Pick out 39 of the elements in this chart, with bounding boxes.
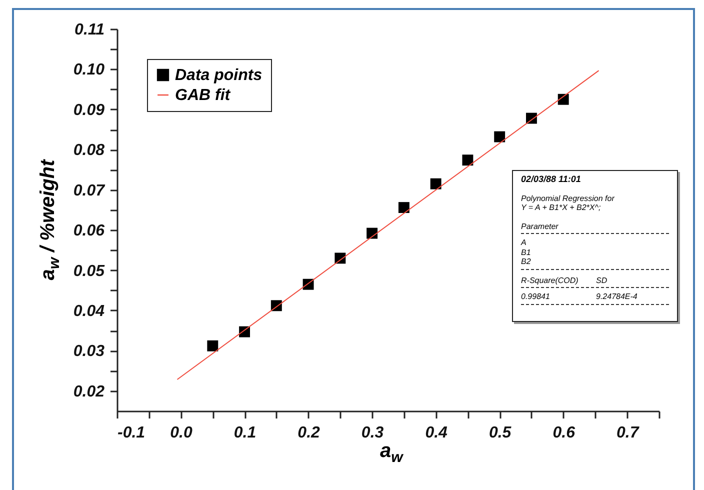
x-tick-label: 0.5 — [488, 424, 512, 442]
y-tick-label: 0.10 — [73, 62, 105, 79]
x-tick-label: 0.6 — [552, 424, 576, 442]
annotation: Y = A + B1*X + B2*X^; — [521, 203, 601, 212]
annotation: Parameter — [521, 222, 558, 230]
annotation: SD — [596, 276, 608, 285]
annotation: R-Square(COD) — [521, 276, 580, 285]
x-tick-label: -0.1 — [118, 424, 146, 442]
point — [398, 202, 410, 214]
annotation: 9.24784E-4 — [596, 292, 638, 302]
point — [430, 178, 442, 190]
y-tick-label: 0.08 — [73, 142, 105, 160]
x-tick-label: 0.4 — [425, 424, 448, 442]
x-axis-title: a$_{w}$ — [380, 440, 403, 466]
y-tick-label: 0.03 — [73, 343, 105, 360]
y-tick-label: 0.02 — [73, 383, 105, 400]
y-tick-label: 0.04 — [73, 302, 105, 320]
annotation: 02/03/88 11:01 — [521, 174, 581, 184]
legend-label: Data points — [175, 67, 262, 84]
point — [558, 94, 569, 105]
annotation: 0.99841 — [521, 292, 551, 302]
point — [207, 340, 218, 352]
x-tick-label: 0.7 — [616, 424, 640, 442]
x-tick-label: 0.0 — [170, 424, 192, 442]
point — [494, 131, 506, 142]
y-tick-label: 0.06 — [73, 222, 105, 240]
y-tick-label: 0.07 — [73, 182, 106, 200]
x-tick-label: 0.1 — [234, 424, 256, 442]
annotation: Polynomial Regression for — [521, 194, 614, 202]
annotation: A — [521, 238, 526, 247]
annotation: B2 — [521, 257, 531, 266]
x-tick-label: 0.2 — [298, 424, 320, 442]
point — [462, 154, 474, 166]
y-tick-label: 0.05 — [73, 262, 106, 280]
annotation: B1 — [521, 248, 531, 256]
x-tick-label: 0.3 — [361, 424, 384, 442]
y-tick-label: 0.11 — [74, 22, 105, 38]
y-tick-label: 0.09 — [73, 102, 105, 119]
legend-label: GAB fit — [175, 87, 231, 104]
